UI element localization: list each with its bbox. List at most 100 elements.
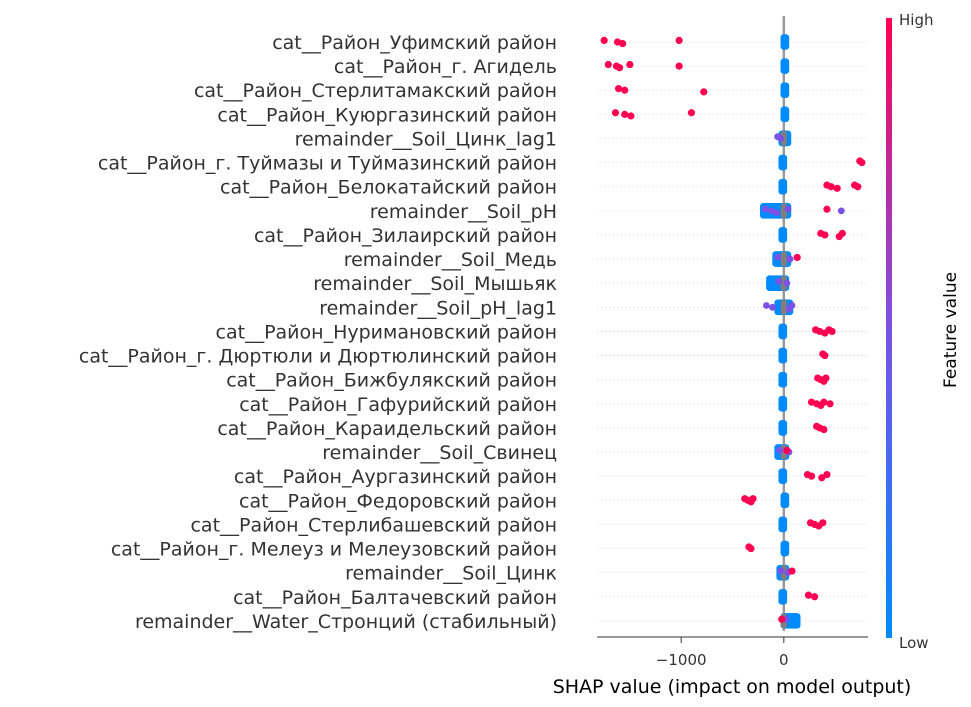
- feature-label: cat__Район_Уфимский район: [272, 32, 557, 54]
- high-value-point: [600, 36, 608, 45]
- neutral-point: [780, 622, 788, 629]
- x-axis: −1000 0 SHAP value (impact on model outpu…: [553, 636, 912, 698]
- feature-label: cat__Район_г. Агидель: [334, 56, 557, 78]
- x-axis-title: SHAP value (impact on model output): [553, 676, 912, 698]
- feature-label: remainder__Water_Стронций (стабильный): [135, 611, 557, 633]
- low-value-point: [782, 43, 790, 50]
- high-value-point: [611, 109, 620, 117]
- low-value-point: [782, 549, 790, 557]
- low-value-point: [780, 163, 788, 171]
- colorbar: High Low Feature value: [886, 11, 961, 652]
- feature-label: cat__Район_Куюргазинский район: [217, 104, 557, 126]
- mid-value-point: [783, 279, 791, 287]
- feature-label: cat__Район_Зилаирский район: [254, 225, 557, 247]
- high-value-point: [614, 85, 623, 93]
- mid-value-point: [773, 209, 781, 217]
- feature-label: remainder__Soil_Мышьяк: [313, 273, 557, 295]
- high-value-point: [675, 62, 683, 70]
- high-value-point: [675, 36, 683, 45]
- high-value-point: [818, 474, 826, 482]
- x-ticks: −1000 0: [656, 637, 789, 669]
- mid-value-point: [775, 278, 783, 285]
- high-value-point: [822, 374, 830, 382]
- colorbar-gradient: [886, 18, 892, 638]
- mid-value-point: [769, 303, 776, 311]
- low-value-point: [782, 115, 790, 123]
- feature-label: cat__Район_Нуримановский район: [216, 321, 557, 343]
- mid-value-point: [837, 207, 845, 215]
- mid-value-point: [777, 567, 785, 575]
- high-value-point: [619, 40, 627, 48]
- high-value-point: [788, 567, 796, 575]
- mid-value-point: [762, 302, 770, 309]
- feature-label: cat__Район_Бижбулякский район: [226, 370, 557, 392]
- high-value-point: [827, 183, 835, 191]
- low-value-point: [780, 356, 788, 364]
- colorbar-low-label: Low: [899, 634, 929, 652]
- high-value-point: [778, 615, 786, 623]
- high-value-point: [621, 110, 629, 118]
- feature-label: remainder__Soil_pH: [370, 201, 557, 223]
- high-value-point: [828, 327, 836, 336]
- high-value-point: [838, 229, 846, 237]
- feature-label: cat__Район_г. Туймазы и Туймазинский рай…: [98, 153, 557, 175]
- low-value-point: [793, 621, 801, 629]
- x-tick-label: −1000: [656, 651, 707, 669]
- feature-label: remainder__Soil_pH_lag1: [319, 297, 557, 319]
- neutral-point: [780, 212, 788, 219]
- high-value-point: [819, 519, 827, 527]
- high-value-point: [604, 60, 612, 69]
- feature-label: remainder__Soil_Цинк_lag1: [295, 128, 557, 150]
- feature-label: cat__Район_Гафурийский район: [239, 394, 557, 416]
- neutral-point: [780, 260, 788, 267]
- high-value-point: [783, 446, 791, 455]
- data-points: [600, 34, 866, 629]
- feature-label: cat__Район_г. Мелеуз и Мелеузовский райо…: [111, 539, 557, 561]
- feature-label: cat__Район_Федоровский район: [239, 490, 557, 512]
- high-value-point: [823, 470, 831, 479]
- low-value-point: [782, 501, 790, 509]
- low-value-point: [782, 67, 790, 74]
- high-value-point: [615, 64, 624, 72]
- x-tick-label: 0: [779, 651, 789, 669]
- low-value-point: [780, 235, 788, 243]
- low-value-point: [780, 597, 788, 605]
- feature-label: remainder__Soil_Свинец: [322, 442, 557, 464]
- high-value-point: [626, 60, 634, 69]
- feature-label: cat__Район_г. Дюртюли и Дюртюлинский рай…: [79, 346, 557, 368]
- high-value-point: [820, 425, 828, 434]
- feature-label: cat__Район_Белокатайский район: [220, 177, 557, 199]
- high-value-point: [823, 205, 831, 213]
- high-value-point: [820, 398, 828, 406]
- mid-value-point: [788, 302, 796, 309]
- high-value-point: [811, 593, 819, 601]
- high-value-point: [833, 184, 841, 192]
- mid-value-point: [776, 446, 784, 454]
- neutral-point: [780, 453, 788, 460]
- mid-value-point: [777, 135, 785, 142]
- high-value-point: [749, 495, 757, 503]
- feature-label: cat__Район_Балтачевский район: [233, 587, 557, 609]
- high-value-point: [747, 544, 755, 553]
- low-value-point: [780, 380, 788, 388]
- feature-label: cat__Район_Стерлитамакский район: [194, 80, 557, 102]
- low-value-point: [780, 187, 788, 195]
- feature-label: remainder__Soil_Медь: [344, 249, 557, 271]
- low-value-point: [780, 332, 788, 340]
- low-value-point: [782, 91, 790, 99]
- high-value-point: [826, 400, 834, 408]
- high-value-point: [627, 112, 635, 120]
- high-value-point: [854, 183, 862, 191]
- mid-value-point: [768, 207, 775, 215]
- low-value-point: [780, 477, 788, 484]
- feature-label: cat__Район_Аургазинский район: [234, 466, 557, 488]
- mid-value-point: [761, 205, 769, 213]
- mid-value-point: [774, 253, 782, 261]
- mid-value-point: [784, 205, 792, 213]
- high-value-point: [687, 109, 696, 117]
- high-value-point: [621, 86, 629, 94]
- high-value-point: [700, 88, 708, 96]
- colorbar-high-label: High: [899, 11, 933, 29]
